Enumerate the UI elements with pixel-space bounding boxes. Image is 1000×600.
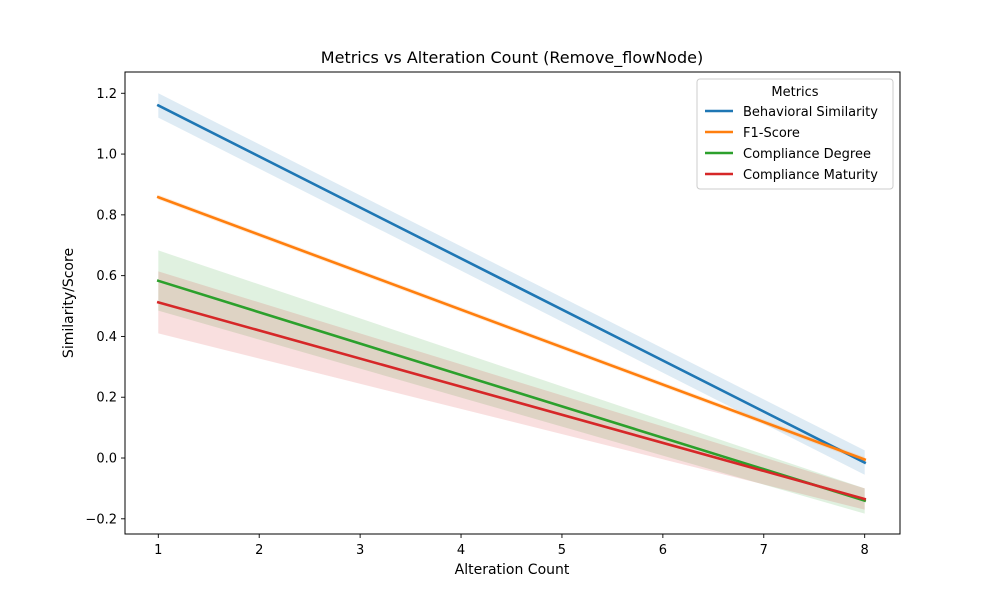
x-axis-ticks: 1 2 3 4 5 6 7 8: [154, 534, 869, 558]
series-lines: [156, 103, 867, 503]
x-tick-label: 3: [356, 543, 364, 558]
legend-label-behavioral-similarity: Behavioral Similarity: [743, 105, 878, 120]
series-line-compliance-maturity: [156, 300, 867, 501]
plot-frame: [124, 71, 901, 535]
x-tick-label: 8: [861, 543, 869, 558]
chart-title: Metrics vs Alteration Count (Remove_flow…: [321, 48, 703, 68]
legend-label-compliance-degree: Compliance Degree: [743, 147, 871, 162]
y-tick-label: −0.2: [85, 512, 117, 527]
x-tick-label: 7: [760, 543, 768, 558]
y-tick-label: 0.6: [96, 269, 117, 284]
y-axis-label: Similarity/Score: [61, 248, 77, 358]
y-axis-ticks: −0.2 0.0 0.2 0.4 0.6 0.8 1.0 1.2: [85, 87, 125, 527]
series-line-f1-score: [156, 195, 867, 462]
x-tick-label: 2: [255, 543, 263, 558]
series-line-compliance-degree: [156, 279, 867, 503]
y-tick-label: 0.8: [96, 208, 117, 223]
legend-label-compliance-maturity: Compliance Maturity: [743, 168, 878, 183]
legend-label-f1-score: F1-Score: [743, 126, 800, 141]
y-tick-label: 1.0: [96, 148, 117, 163]
x-tick-label: 4: [457, 543, 465, 558]
y-tick-label: 0.4: [96, 330, 117, 345]
ci-band-compliance-degree: [158, 250, 865, 514]
legend-title: Metrics: [771, 85, 818, 100]
x-axis-label: Alteration Count: [455, 562, 570, 578]
x-tick-label: 1: [154, 543, 162, 558]
legend: Metrics Behavioral Similarity F1-Score Com…: [696, 78, 894, 190]
y-tick-label: 0.0: [96, 452, 117, 467]
x-tick-label: 5: [558, 543, 566, 558]
legend-box: [696, 78, 894, 190]
y-tick-label: 0.2: [96, 391, 117, 406]
series-line-behavioral-similarity: [156, 103, 867, 465]
x-tick-label: 6: [659, 543, 667, 558]
y-tick-label: 1.2: [96, 87, 117, 102]
legend-items: Behavioral Similarity F1-Score Compliance …: [705, 105, 878, 183]
